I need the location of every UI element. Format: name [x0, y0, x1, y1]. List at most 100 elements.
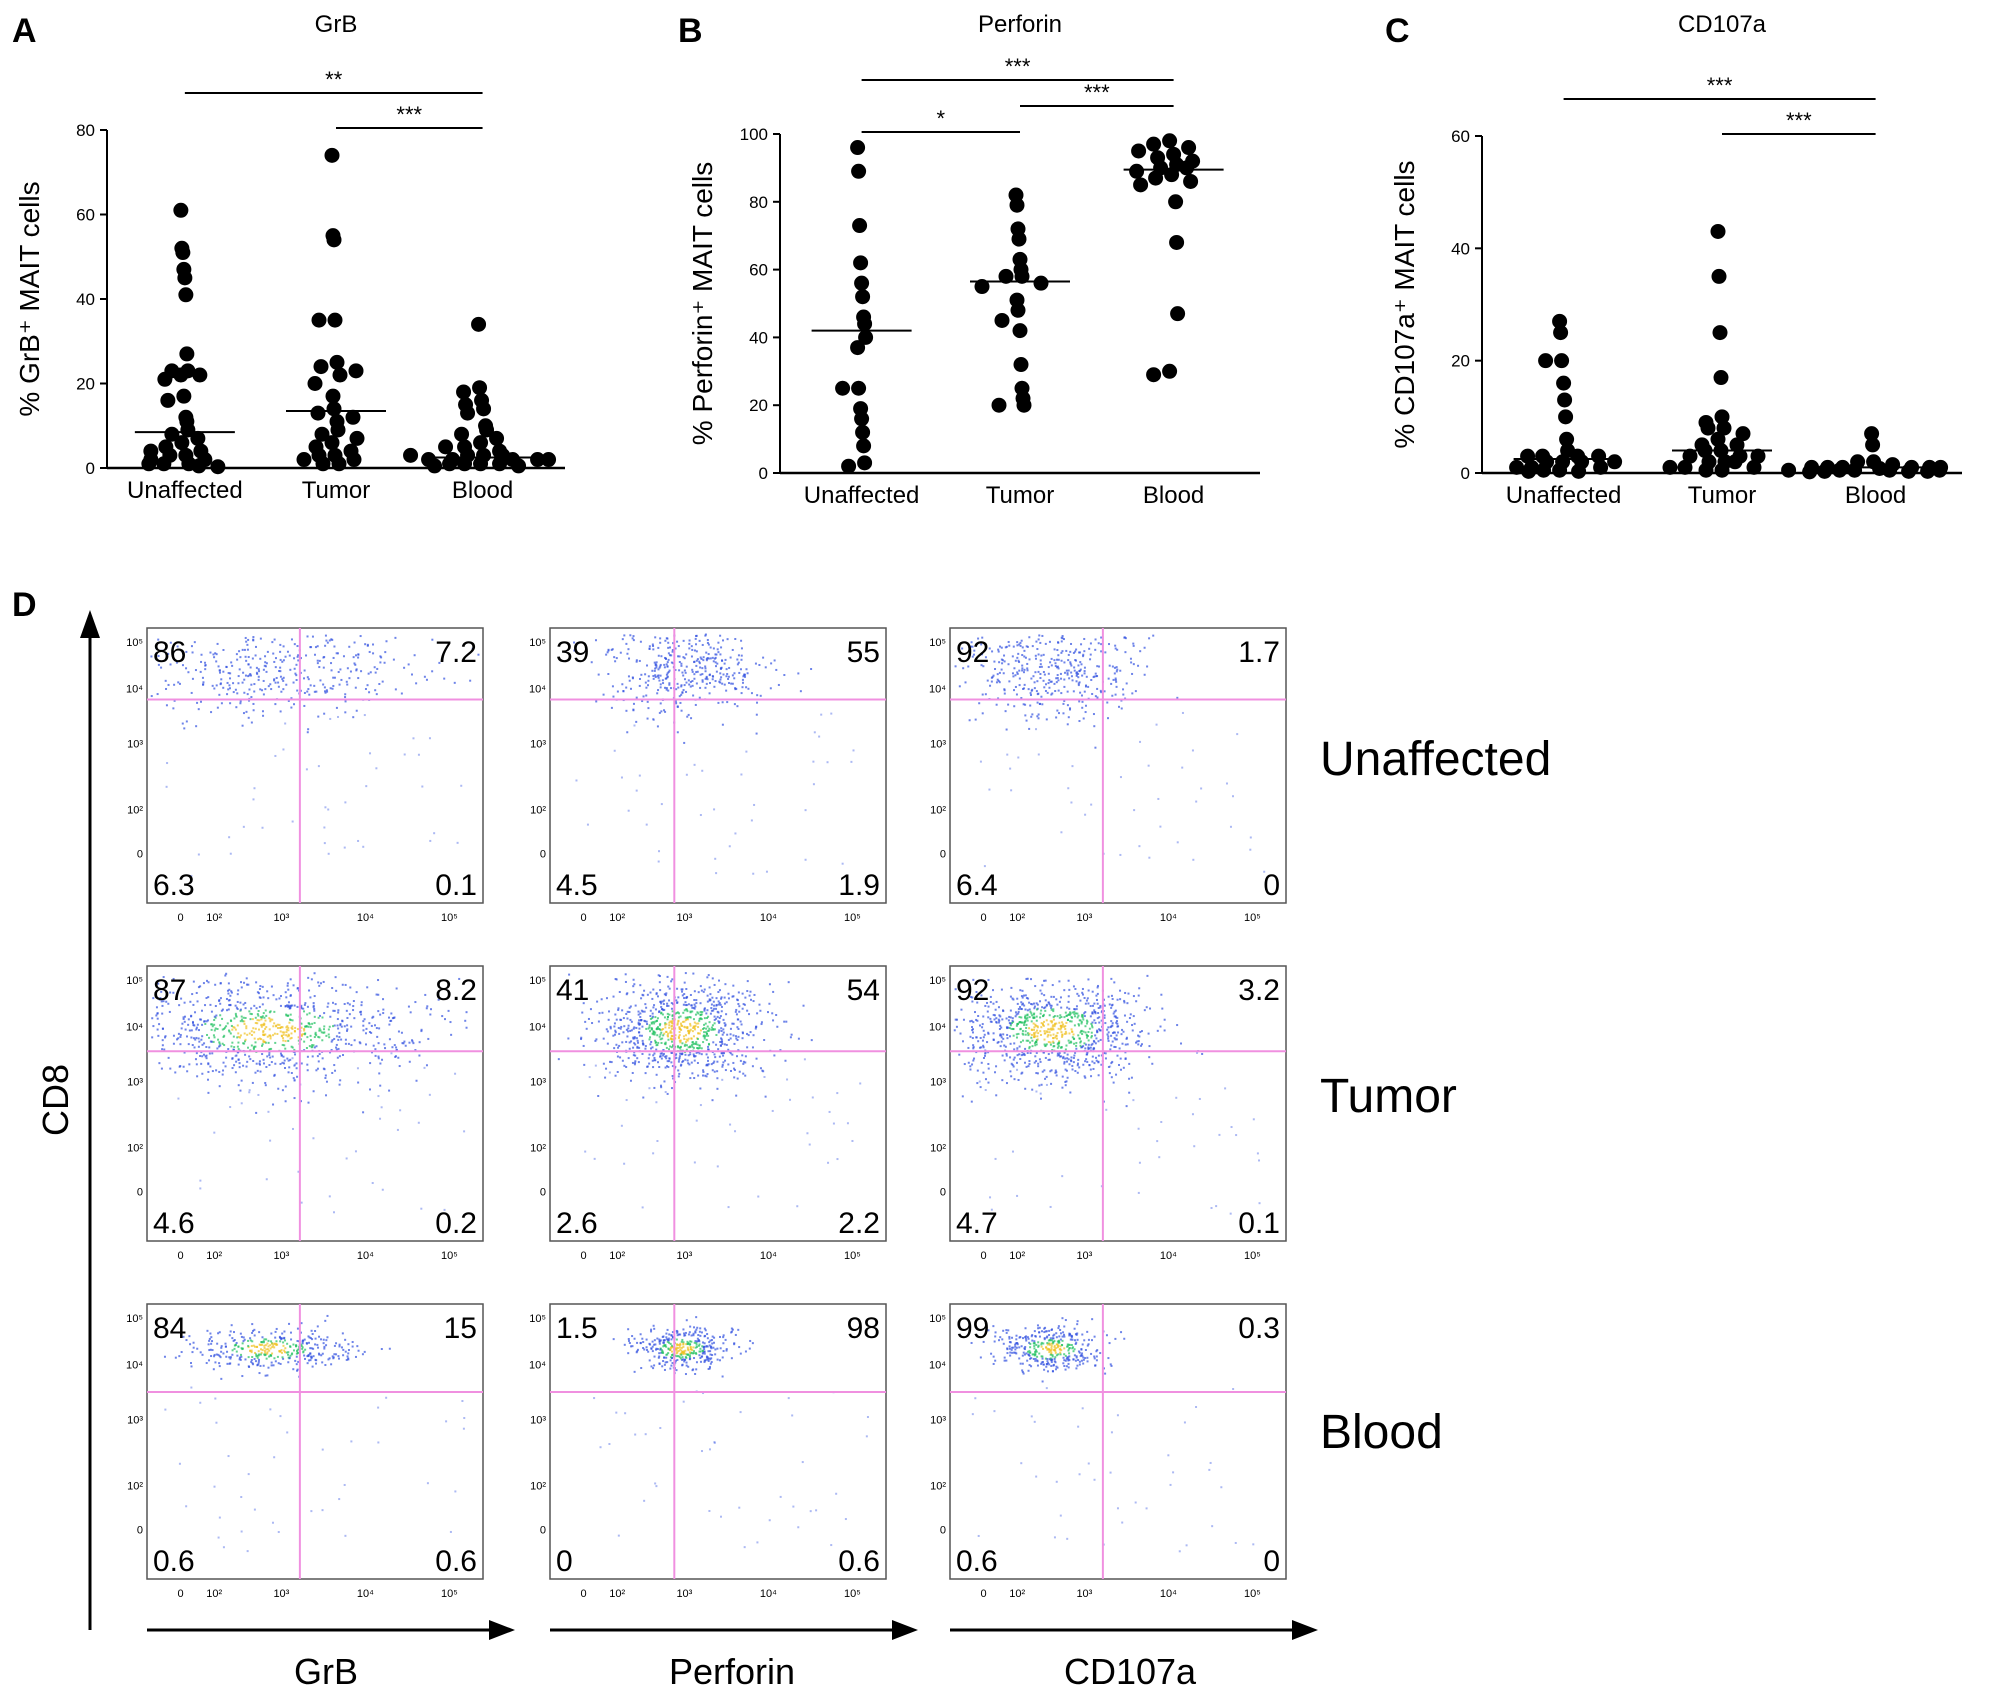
- event-dot: [632, 991, 635, 994]
- event-dot: [190, 691, 193, 694]
- event-dot: [711, 996, 714, 999]
- event-dot: [742, 1060, 745, 1063]
- event-dot: [243, 1042, 246, 1045]
- event-dot: [685, 690, 688, 693]
- event-dot: [652, 718, 655, 721]
- event-dot: [252, 702, 255, 705]
- event-dot: [660, 1057, 663, 1060]
- event-dot: [1097, 1054, 1100, 1057]
- data-point: [1016, 397, 1032, 413]
- event-dot: [683, 1360, 686, 1363]
- event-dot: [257, 1354, 260, 1357]
- event-dot: [250, 1359, 253, 1362]
- event-dot: [737, 1027, 740, 1030]
- event-dot: [1064, 1027, 1067, 1030]
- event-dot: [678, 1057, 681, 1060]
- event-dot: [242, 671, 245, 674]
- event-dot: [392, 1016, 395, 1019]
- event-dot: [1132, 995, 1135, 998]
- event-dot: [808, 1143, 811, 1146]
- event-dot: [1015, 1013, 1018, 1016]
- event-dot: [1033, 1032, 1036, 1035]
- event-dot: [992, 1002, 995, 1005]
- event-dot: [666, 661, 669, 664]
- event-dot: [582, 1002, 585, 1005]
- event-dot: [1048, 1003, 1051, 1006]
- event-dot: [395, 1046, 398, 1049]
- event-dot: [263, 664, 266, 667]
- event-dot: [1077, 1058, 1080, 1061]
- event-dot: [1017, 1032, 1020, 1035]
- event-dot: [971, 1026, 974, 1029]
- event-dot: [194, 1011, 197, 1014]
- flow-x-tick: 0: [581, 1250, 587, 1262]
- event-dot: [696, 1043, 699, 1046]
- event-dot: [720, 1027, 723, 1030]
- event-dot: [1014, 1015, 1017, 1018]
- event-dot: [258, 1028, 261, 1031]
- event-dot: [250, 1034, 253, 1037]
- event-dot: [1070, 801, 1073, 804]
- event-dot: [641, 1206, 644, 1209]
- event-dot: [760, 1021, 763, 1024]
- event-dot: [306, 1069, 309, 1072]
- data-point: [1714, 409, 1730, 425]
- event-dot: [287, 1029, 290, 1032]
- event-dot: [672, 1077, 675, 1080]
- event-dot: [243, 1022, 246, 1025]
- event-dot: [684, 1026, 687, 1029]
- event-dot: [449, 1530, 452, 1533]
- event-dot: [724, 1069, 727, 1072]
- flow-y-tick: 0: [540, 849, 546, 861]
- y-tick-label: 80: [76, 121, 95, 140]
- event-dot: [754, 1027, 757, 1030]
- event-dot: [1009, 1022, 1012, 1025]
- event-dot: [192, 1024, 195, 1027]
- event-dot: [679, 1064, 682, 1067]
- event-dot: [300, 1006, 303, 1009]
- event-dot: [713, 983, 716, 986]
- event-dot: [316, 1055, 319, 1058]
- event-dot: [1115, 685, 1118, 688]
- event-dot: [1133, 809, 1136, 812]
- event-dot: [684, 1053, 687, 1056]
- event-dot: [282, 1033, 285, 1036]
- event-dot: [316, 659, 319, 662]
- event-dot: [672, 1035, 675, 1038]
- event-dot: [237, 1058, 240, 1061]
- x-axis-label-grb: GrB: [294, 1651, 358, 1692]
- event-dot: [1108, 1003, 1111, 1006]
- event-dot: [685, 1044, 688, 1047]
- event-dot: [1014, 674, 1017, 677]
- event-dot: [255, 1007, 258, 1010]
- event-dot: [274, 754, 277, 757]
- event-dot: [666, 1065, 669, 1068]
- event-dot: [602, 693, 605, 696]
- event-dot: [219, 1002, 222, 1005]
- event-dot: [1132, 1099, 1135, 1102]
- event-dot: [705, 659, 708, 662]
- event-dot: [740, 647, 743, 650]
- event-dot: [727, 677, 730, 680]
- event-dot: [1009, 1024, 1012, 1027]
- event-dot: [205, 1020, 208, 1023]
- event-dot: [403, 753, 406, 756]
- event-dot: [1115, 1020, 1118, 1023]
- event-dot: [231, 1028, 234, 1031]
- event-dot: [177, 1032, 180, 1035]
- event-dot: [277, 1027, 280, 1030]
- event-dot: [646, 993, 649, 996]
- data-point: [1698, 462, 1714, 478]
- event-dot: [207, 1343, 210, 1346]
- event-dot: [219, 1014, 222, 1017]
- event-dot: [324, 644, 327, 647]
- event-dot: [1096, 1031, 1099, 1034]
- event-dot: [337, 1047, 340, 1050]
- event-dot: [645, 823, 648, 826]
- event-dot: [262, 693, 265, 696]
- event-dot: [981, 1023, 984, 1026]
- event-dot: [286, 982, 289, 985]
- event-dot: [1073, 1011, 1076, 1014]
- event-dot: [477, 653, 480, 656]
- event-dot: [1085, 1033, 1088, 1036]
